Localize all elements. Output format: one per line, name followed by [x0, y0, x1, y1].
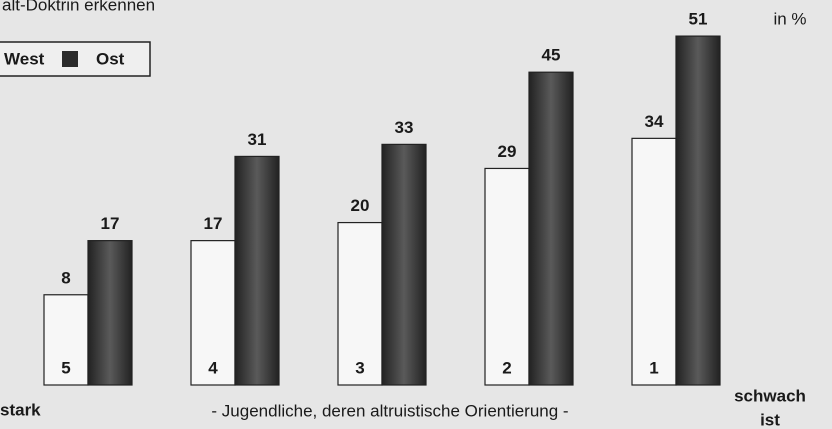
bar — [675, 35, 721, 386]
header-text: alt-Doktrin erkennen — [2, 0, 155, 14]
bar — [43, 294, 89, 386]
bar — [190, 240, 236, 386]
x-tick-label: 3 — [355, 358, 364, 377]
value-label: 17 — [101, 214, 120, 233]
x-label-right: schwach — [734, 386, 806, 405]
x-tick-label: 4 — [208, 358, 218, 377]
subtitle: - Jugendliche, deren altruistische Orien… — [211, 401, 568, 420]
bar — [484, 167, 530, 386]
value-label: 34 — [645, 112, 664, 131]
bar — [631, 137, 677, 386]
bar — [234, 155, 280, 386]
legend-label: Ost — [96, 49, 125, 68]
value-label: 8 — [61, 268, 70, 287]
value-label: 29 — [498, 142, 517, 161]
legend-swatch — [62, 51, 78, 67]
value-label: 20 — [351, 196, 370, 215]
bar — [381, 143, 427, 386]
value-label: 17 — [204, 214, 223, 233]
legend-label: West — [4, 49, 45, 68]
value-label: 45 — [542, 46, 561, 65]
value-label: 33 — [395, 118, 414, 137]
value-label: 31 — [248, 130, 267, 149]
bar — [528, 71, 574, 386]
x-tick-label: 5 — [61, 358, 70, 377]
x-tick-label: 1 — [649, 358, 658, 377]
unit-label: in % — [773, 9, 806, 28]
bar — [337, 221, 383, 386]
x-label-left: stark — [0, 400, 41, 419]
x-tick-label: 2 — [502, 358, 511, 377]
value-label: 51 — [689, 10, 708, 29]
x-label-right: ist — [760, 410, 780, 429]
bar — [87, 240, 133, 386]
